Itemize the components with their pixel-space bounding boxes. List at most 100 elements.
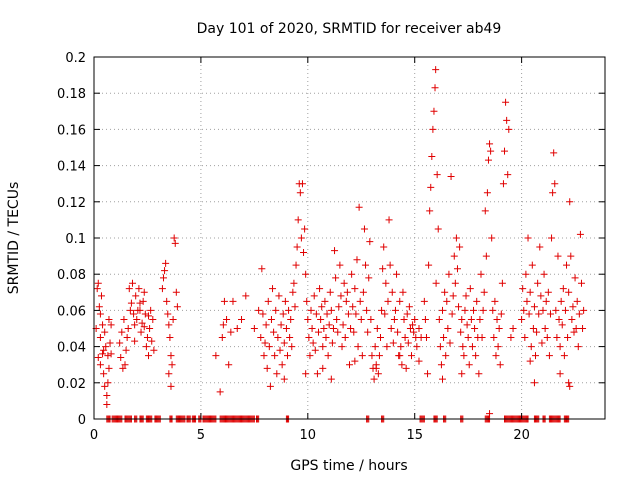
data-point [294,216,302,224]
data-point [564,334,572,342]
data-point [101,382,109,390]
data-point [561,306,569,314]
data-point [505,125,513,133]
data-point [106,339,114,347]
data-point [446,339,454,347]
data-point [131,337,139,345]
data-point [104,352,112,360]
data-point [120,315,128,323]
data-point [333,315,341,323]
data-point [143,334,151,342]
data-point [415,325,423,332]
data-point [456,243,464,251]
data-point [300,248,308,256]
data-point [498,279,506,287]
data-point [104,379,112,387]
data-point [480,288,488,296]
data-point [565,379,573,387]
data-point [457,328,465,336]
data-point [441,288,449,296]
data-point [566,382,574,390]
data-point [227,328,235,336]
data-point [136,299,144,307]
data-point [431,84,439,92]
data-point [545,352,553,360]
data-point [242,292,250,300]
data-point [343,288,351,296]
data-point [168,361,176,369]
data-point [577,279,585,287]
data-point [519,285,527,293]
data-point [125,285,133,293]
data-point [291,303,299,311]
chart-title: Day 101 of 2020, SRMTID for receiver ab4… [197,21,502,37]
data-point [388,288,396,296]
x-tick-label: 0 [90,428,98,443]
data-point [259,310,267,318]
data-point [443,297,451,305]
data-point [220,297,228,305]
data-point [311,346,319,354]
data-point [262,321,270,329]
data-point [363,306,371,314]
data-point [526,357,534,365]
data-point [482,252,490,260]
data-point [553,334,561,342]
data-point [459,343,467,351]
data-point [543,334,551,342]
data-point [320,325,328,332]
data-point [557,297,565,305]
data-point [477,270,485,278]
data-point [317,315,325,323]
data-point [533,328,541,336]
data-point [373,325,381,332]
data-point [173,303,181,311]
y-axis-label: SRMTID / TECUs [6,182,22,295]
data-point [367,315,375,323]
axis-ticks [93,56,605,420]
data-point [574,343,582,351]
data-point [122,346,130,354]
data-point [366,238,374,246]
data-point [507,334,515,342]
data-point [94,279,102,287]
data-point [451,279,459,287]
data-point [384,297,392,305]
data-point [364,328,372,336]
data-point [493,315,501,323]
data-point [348,270,356,278]
data-point [148,337,156,345]
data-point [526,288,534,296]
data-point [141,310,149,318]
data-point [491,297,499,305]
data-point [100,346,108,354]
data-point [552,306,560,314]
data-point [93,285,101,293]
data-point [497,310,505,318]
data-point [327,375,335,383]
data-point [275,292,283,300]
data-point [527,343,535,351]
data-point [167,352,175,360]
data-point [442,352,450,360]
data-point [340,279,348,287]
data-point [335,303,343,311]
data-point [165,370,173,378]
data-point [385,216,393,224]
data-point [374,370,382,378]
data-point [123,334,131,342]
data-point [570,328,578,336]
data-point [159,274,167,282]
data-point [555,315,563,323]
data-point [544,288,552,296]
data-point [146,325,154,332]
data-point [576,230,584,238]
data-point [580,306,588,314]
data-point [487,147,495,155]
data-point [386,261,394,269]
data-point [530,379,538,387]
data-point [161,267,169,275]
data-point [435,315,443,323]
data-point [370,375,378,383]
data-point [488,234,496,242]
